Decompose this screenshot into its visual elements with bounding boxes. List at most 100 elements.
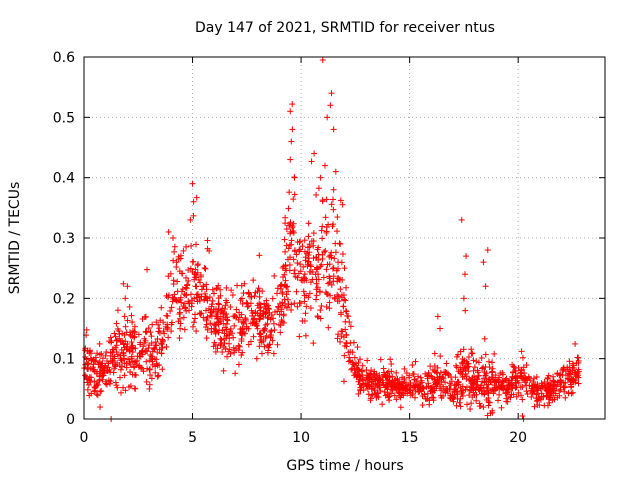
data-point: [553, 383, 560, 390]
data-point: [196, 297, 203, 304]
data-point: [158, 350, 165, 357]
data-point: [98, 363, 105, 370]
data-point: [129, 345, 136, 352]
data-point: [451, 394, 458, 401]
data-point: [338, 333, 345, 340]
data-point: [231, 313, 238, 320]
data-point: [515, 389, 522, 396]
data-point: [270, 320, 277, 327]
data-point: [512, 375, 519, 382]
data-point: [562, 394, 569, 401]
data-point: [334, 214, 341, 221]
data-point: [282, 277, 289, 284]
data-point: [484, 385, 491, 392]
data-point: [295, 270, 302, 277]
data-point: [240, 290, 247, 297]
data-point: [572, 369, 579, 376]
data-point: [174, 278, 181, 285]
data-point: [154, 373, 161, 380]
data-point: [464, 401, 471, 408]
data-point: [286, 241, 293, 248]
data-point: [377, 356, 384, 363]
data-point: [254, 325, 261, 332]
data-point: [141, 314, 148, 321]
axis-ticks: 0 0.1 0.2 0.3 0.4 0.5 0.6 0 5 10 15 20: [53, 50, 605, 446]
data-point: [171, 291, 178, 298]
data-point: [235, 361, 242, 368]
data-point: [205, 305, 212, 312]
data-point: [353, 360, 360, 367]
data-point: [267, 316, 274, 323]
data-point: [314, 265, 321, 272]
data-point: [472, 386, 479, 393]
data-point: [343, 284, 350, 291]
plot-frame: [83, 56, 606, 420]
data-point: [309, 276, 316, 283]
data-point: [204, 295, 211, 302]
data-point: [498, 404, 505, 411]
data-point: [132, 385, 139, 392]
data-point: [365, 391, 372, 398]
y-tick-label: 0.4: [53, 171, 75, 187]
data-point: [155, 328, 162, 335]
data-point: [226, 331, 233, 338]
data-point: [252, 289, 259, 296]
data-point: [288, 237, 295, 244]
data-point: [108, 339, 115, 346]
data-point: [142, 328, 149, 335]
data-point: [330, 206, 337, 213]
data-point: [178, 299, 185, 306]
data-point: [198, 310, 205, 317]
x-tick-label: 0: [80, 430, 89, 446]
data-point: [155, 321, 162, 328]
y-tick-label: 0.5: [53, 110, 75, 126]
data-point: [114, 307, 121, 314]
data-point: [208, 313, 215, 320]
data-point: [484, 247, 491, 254]
data-point: [176, 335, 183, 342]
data-point: [561, 388, 568, 395]
data-point: [299, 277, 306, 284]
data-point: [430, 397, 437, 404]
data-point: [355, 366, 362, 373]
data-point: [418, 379, 425, 386]
data-point: [261, 327, 268, 334]
data-point: [437, 325, 444, 332]
data-point: [289, 101, 296, 108]
data-point: [468, 386, 475, 393]
data-point: [541, 402, 548, 409]
data-point: [409, 362, 416, 369]
data-point: [117, 366, 124, 373]
data-point: [536, 395, 543, 402]
data-point: [195, 261, 202, 268]
data-point: [381, 371, 388, 378]
data-point: [140, 368, 147, 375]
data-point: [490, 390, 497, 397]
data-point: [91, 366, 98, 373]
data-point: [208, 325, 215, 332]
data-point: [502, 376, 509, 383]
data-point: [209, 301, 216, 308]
data-point: [425, 380, 432, 387]
data-point: [350, 339, 357, 346]
data-point: [542, 384, 549, 391]
data-point: [282, 220, 289, 227]
data-point: [460, 295, 467, 302]
data-point: [372, 380, 379, 387]
data-point: [387, 356, 394, 363]
data-point: [465, 353, 472, 360]
data-point: [126, 347, 133, 354]
data-point: [163, 343, 170, 350]
data-point: [129, 332, 136, 339]
data-point: [250, 319, 257, 326]
data-point: [339, 251, 346, 258]
data-point: [322, 214, 329, 221]
data-point: [473, 397, 480, 404]
data-point: [533, 391, 540, 398]
data-point: [305, 233, 312, 240]
data-point: [285, 301, 292, 308]
data-point: [393, 369, 400, 376]
data-point: [358, 382, 365, 389]
data-point: [238, 336, 245, 343]
data-point: [345, 313, 352, 320]
